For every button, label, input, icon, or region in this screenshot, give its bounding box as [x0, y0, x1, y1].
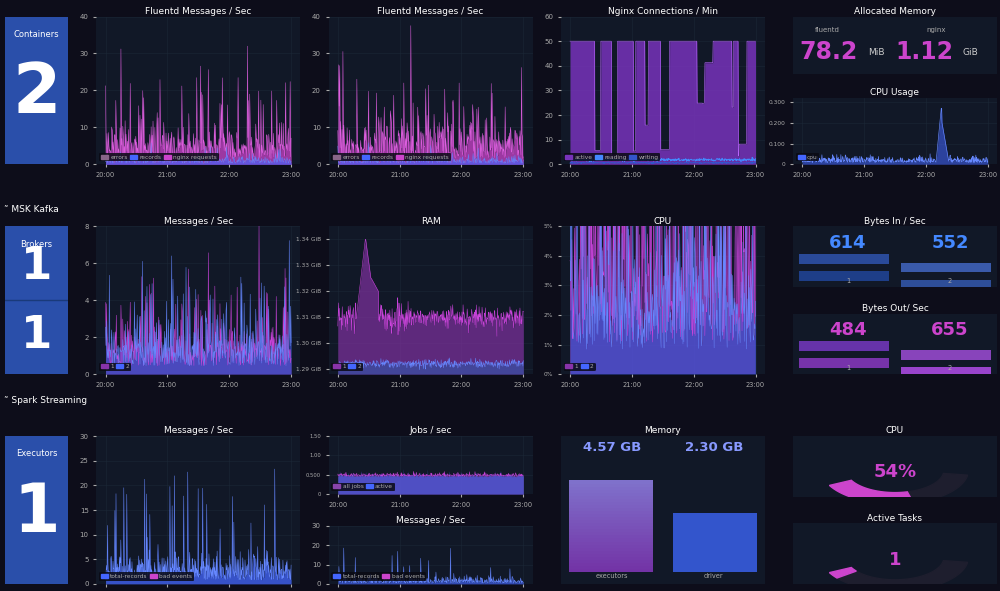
- Text: 1: 1: [13, 480, 60, 546]
- Legend: cpu: cpu: [796, 153, 819, 161]
- Text: 484: 484: [829, 321, 867, 339]
- Text: 78.2: 78.2: [799, 40, 857, 64]
- Polygon shape: [830, 567, 856, 578]
- Title: CPU: CPU: [886, 426, 904, 436]
- Text: 1: 1: [846, 278, 850, 284]
- Text: 1.12: 1.12: [895, 40, 953, 64]
- Bar: [569, 522, 653, 526]
- Title: Allocated Memory: Allocated Memory: [854, 7, 936, 16]
- Text: 1: 1: [21, 314, 52, 357]
- Title: Fluentd Messages / Sec: Fluentd Messages / Sec: [145, 7, 252, 16]
- Text: 1: 1: [21, 245, 52, 288]
- Legend: 1, 2: 1, 2: [331, 363, 363, 371]
- Text: Containers: Containers: [14, 30, 59, 39]
- Legend: total-records, bad events: total-records, bad events: [331, 573, 426, 581]
- Bar: [569, 569, 653, 572]
- Bar: [569, 525, 653, 530]
- Text: driver: driver: [704, 573, 724, 579]
- Text: 2.30 GB: 2.30 GB: [685, 441, 743, 454]
- Title: CPU: CPU: [654, 216, 672, 226]
- Bar: [569, 538, 653, 541]
- Title: CPU Usage: CPU Usage: [870, 88, 919, 97]
- Title: Fluentd Messages / Sec: Fluentd Messages / Sec: [377, 7, 484, 16]
- Title: Jobs / sec: Jobs / sec: [409, 426, 452, 436]
- Bar: [901, 350, 991, 359]
- Bar: [569, 504, 653, 508]
- Title: Bytes Out/ Sec: Bytes Out/ Sec: [862, 304, 928, 313]
- Polygon shape: [830, 561, 968, 591]
- Bar: [569, 519, 653, 523]
- Bar: [569, 547, 653, 551]
- Bar: [569, 507, 653, 511]
- Polygon shape: [830, 473, 968, 504]
- Title: Messages / Sec: Messages / Sec: [164, 216, 233, 226]
- Bar: [799, 254, 889, 264]
- Bar: [569, 541, 653, 545]
- Legend: errors, records, nginx requests: errors, records, nginx requests: [331, 153, 451, 161]
- Text: ˜ MSK Kafka: ˜ MSK Kafka: [4, 205, 59, 215]
- Title: RAM: RAM: [421, 216, 440, 226]
- Bar: [569, 492, 653, 496]
- Title: Nginx Connections / Min: Nginx Connections / Min: [608, 7, 718, 16]
- Text: fluentd: fluentd: [815, 27, 840, 33]
- Text: 2: 2: [948, 365, 952, 372]
- Bar: [799, 342, 889, 351]
- Bar: [569, 486, 653, 489]
- Bar: [569, 562, 653, 566]
- Text: 614: 614: [829, 233, 867, 252]
- Text: 2: 2: [12, 60, 61, 127]
- Bar: [569, 556, 653, 560]
- Text: 1: 1: [889, 551, 901, 569]
- Text: nginx: nginx: [926, 27, 946, 33]
- Title: Memory: Memory: [644, 426, 681, 436]
- Text: 655: 655: [931, 321, 969, 339]
- Text: 54%: 54%: [873, 463, 917, 482]
- Polygon shape: [830, 480, 914, 504]
- Bar: [569, 535, 653, 538]
- Bar: [569, 553, 653, 557]
- Bar: [901, 262, 991, 272]
- Legend: errors, records, nginx requests: errors, records, nginx requests: [99, 153, 219, 161]
- Text: ˜ Spark Streaming: ˜ Spark Streaming: [4, 395, 87, 405]
- Bar: [569, 550, 653, 554]
- Title: Messages / Sec: Messages / Sec: [396, 516, 465, 525]
- Text: 4.57 GB: 4.57 GB: [583, 441, 641, 454]
- Text: MiB: MiB: [868, 48, 885, 57]
- Bar: [569, 517, 653, 520]
- Legend: all jobs, active: all jobs, active: [331, 483, 395, 491]
- Bar: [799, 271, 889, 281]
- Bar: [569, 559, 653, 563]
- Bar: [673, 513, 757, 572]
- Bar: [569, 495, 653, 499]
- Bar: [901, 367, 991, 376]
- Legend: active, reading, writing: active, reading, writing: [564, 153, 660, 161]
- Bar: [569, 480, 653, 483]
- Bar: [799, 358, 889, 368]
- Legend: 1, 2: 1, 2: [564, 363, 596, 371]
- Text: 1: 1: [846, 365, 850, 372]
- Bar: [569, 514, 653, 517]
- Text: Executors: Executors: [16, 449, 57, 459]
- Text: GiB: GiB: [962, 48, 978, 57]
- Text: Brokers: Brokers: [21, 240, 53, 249]
- Bar: [569, 501, 653, 505]
- Bar: [569, 532, 653, 535]
- Bar: [569, 510, 653, 514]
- Bar: [569, 565, 653, 569]
- Bar: [569, 528, 653, 532]
- Bar: [901, 280, 991, 290]
- Bar: [569, 498, 653, 502]
- Bar: [569, 544, 653, 548]
- Bar: [569, 489, 653, 493]
- Legend: 1, 2: 1, 2: [99, 363, 131, 371]
- Text: executors: executors: [595, 573, 628, 579]
- Legend: total-records, bad events: total-records, bad events: [99, 573, 194, 581]
- Title: Messages / Sec: Messages / Sec: [164, 426, 233, 436]
- Text: 2: 2: [948, 278, 952, 284]
- Text: 552: 552: [931, 233, 969, 252]
- Title: Bytes In / Sec: Bytes In / Sec: [864, 216, 926, 226]
- Bar: [569, 483, 653, 486]
- Title: Active Tasks: Active Tasks: [867, 514, 922, 522]
